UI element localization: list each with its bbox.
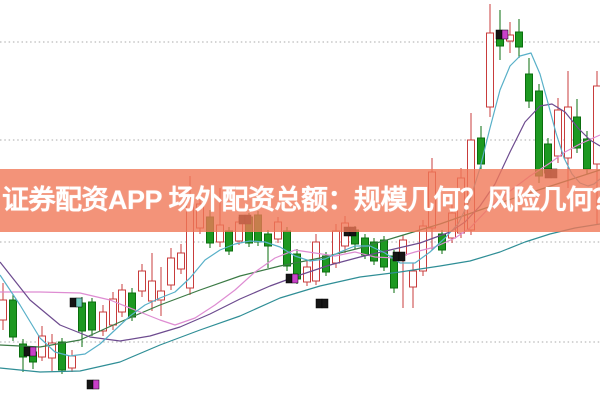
candle-up [486, 32, 494, 108]
candle-up [593, 85, 600, 165]
headline-text: 证券配资APP 场外配资总额：规模几何？风险几何？ [2, 185, 600, 215]
ma-fast-cyan [0, 52, 600, 357]
signal-marker [321, 298, 329, 309]
candle-up [68, 355, 76, 369]
ma-slow-teal [0, 223, 600, 373]
signal-marker [285, 273, 293, 284]
signal-marker [392, 251, 400, 262]
candle-down [9, 299, 17, 338]
signal-marker [86, 379, 94, 390]
signal-marker [69, 297, 77, 308]
candle-down [535, 90, 543, 177]
candle-down [525, 73, 533, 102]
candle-down [58, 341, 66, 371]
candle-up [303, 266, 311, 283]
signal-marker [75, 297, 83, 308]
signal-marker [495, 29, 503, 40]
candle-up [118, 289, 126, 313]
signal-marker [92, 379, 100, 390]
candle-up [99, 311, 107, 332]
candle-up [409, 270, 417, 288]
signal-marker [315, 298, 323, 309]
signal-marker [29, 346, 37, 357]
candle-up [564, 106, 572, 159]
candle-up [138, 270, 146, 292]
signal-marker [501, 29, 509, 40]
candle-down [380, 239, 388, 268]
candle-up [0, 299, 7, 321]
candle-up [48, 342, 56, 359]
candle-down [573, 116, 581, 149]
candle-down [515, 31, 523, 48]
signal-marker [398, 251, 406, 262]
candle-up [419, 225, 427, 272]
candle-up [312, 241, 320, 282]
headline-banner: 证券配资APP 场外配资总额：规模几何？风险几何？ [0, 169, 600, 232]
candle-down [477, 137, 485, 165]
candle-up [554, 109, 562, 157]
candle-down [283, 230, 291, 267]
candle-up [109, 298, 117, 326]
candle-down [88, 301, 96, 331]
candle-up [167, 257, 175, 286]
candle-up [148, 280, 156, 302]
candle-up [332, 230, 340, 264]
candle-down [583, 138, 591, 170]
candle-up [157, 290, 165, 301]
candle-down [264, 233, 272, 247]
candle-down [370, 241, 378, 262]
signal-marker [23, 346, 31, 357]
signal-marker [291, 273, 299, 284]
candle-up [177, 252, 185, 270]
